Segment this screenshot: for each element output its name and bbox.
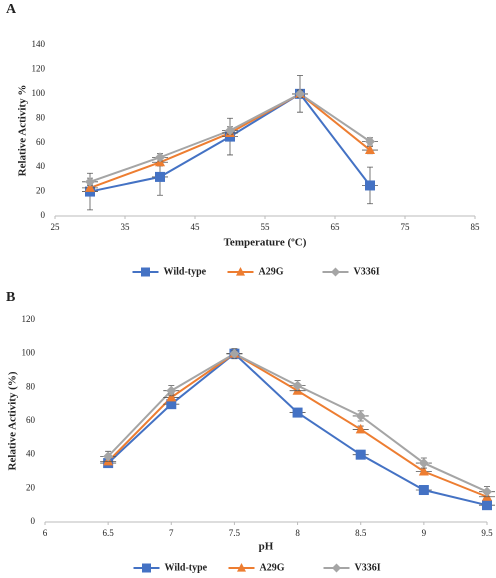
x-tick-label: 85 xyxy=(471,222,481,232)
legend-marker xyxy=(141,267,150,277)
x-tick-label: 9.5 xyxy=(481,528,493,538)
x-tick-label: 8.5 xyxy=(355,528,367,538)
data-point xyxy=(418,485,429,496)
x-tick-label: 65 xyxy=(331,222,341,232)
data-point xyxy=(166,391,177,402)
y-tick-label: 140 xyxy=(32,39,46,49)
data-point xyxy=(355,410,366,421)
x-tick-label: 9 xyxy=(422,528,427,538)
data-point xyxy=(365,136,375,147)
x-axis-label: Temperature (ºC) xyxy=(224,237,307,249)
legend-marker xyxy=(331,267,340,277)
y-tick-label: 120 xyxy=(32,63,46,73)
y-tick-label: 100 xyxy=(22,348,36,358)
legend-marker xyxy=(236,267,245,276)
data-point xyxy=(225,125,235,136)
y-tick-label: 0 xyxy=(31,516,36,526)
legend-label: V336I xyxy=(355,562,381,573)
legend-marker xyxy=(142,563,151,573)
x-tick-label: 45 xyxy=(191,222,201,232)
y-tick-label: 40 xyxy=(36,161,46,171)
y-tick-label: 120 xyxy=(22,314,36,324)
panel-label: B xyxy=(6,290,15,305)
y-tick-label: 20 xyxy=(26,482,36,492)
data-point xyxy=(85,176,95,187)
legend-marker xyxy=(237,563,246,572)
x-tick-label: 8 xyxy=(295,528,300,538)
x-tick-label: 7 xyxy=(169,528,174,538)
y-tick-label: 60 xyxy=(36,137,46,147)
x-tick-label: 35 xyxy=(121,222,131,232)
x-tick-label: 7.5 xyxy=(229,528,241,538)
data-point xyxy=(292,380,303,391)
y-tick-label: 40 xyxy=(26,449,36,459)
data-point xyxy=(166,399,177,410)
x-tick-label: 55 xyxy=(261,222,271,232)
data-point xyxy=(229,348,240,359)
data-point xyxy=(85,182,95,192)
series-line xyxy=(107,352,488,507)
data-point xyxy=(295,88,305,99)
y-tick-label: 80 xyxy=(36,112,46,122)
legend-marker xyxy=(332,563,341,573)
data-point xyxy=(482,500,492,511)
x-tick-label: 6 xyxy=(43,528,48,538)
data-point xyxy=(355,423,366,434)
data-point xyxy=(166,385,177,396)
legend-label: V336I xyxy=(354,266,380,277)
series-line xyxy=(107,352,488,498)
data-point xyxy=(155,171,165,182)
data-point xyxy=(292,407,303,418)
data-point xyxy=(482,486,492,497)
x-tick-label: 75 xyxy=(401,222,411,232)
series-line xyxy=(107,352,488,493)
y-tick-label: 0 xyxy=(41,210,46,220)
y-axis-label: Relative Activity (%) xyxy=(7,371,19,470)
x-tick-label: 25 xyxy=(51,222,61,232)
legend-label: Wild-type xyxy=(164,266,207,277)
y-tick-label: 20 xyxy=(36,186,46,196)
data-point xyxy=(365,144,375,155)
x-tick-label: 6.5 xyxy=(103,528,115,538)
legend-label: Wild-type xyxy=(165,562,208,573)
x-axis-label: pH xyxy=(259,541,274,553)
y-tick-label: 100 xyxy=(32,88,46,98)
data-point xyxy=(365,180,375,191)
data-point xyxy=(155,152,165,163)
legend-label: A29G xyxy=(260,562,285,573)
data-point xyxy=(355,449,366,460)
data-point xyxy=(418,458,429,469)
data-point xyxy=(103,451,114,462)
y-tick-label: 60 xyxy=(26,415,36,425)
y-axis-label: Relative Activity % xyxy=(17,85,29,177)
panel-label: A xyxy=(6,2,17,17)
y-tick-label: 80 xyxy=(26,381,36,391)
legend-label: A29G xyxy=(259,266,284,277)
data-point xyxy=(418,466,429,476)
